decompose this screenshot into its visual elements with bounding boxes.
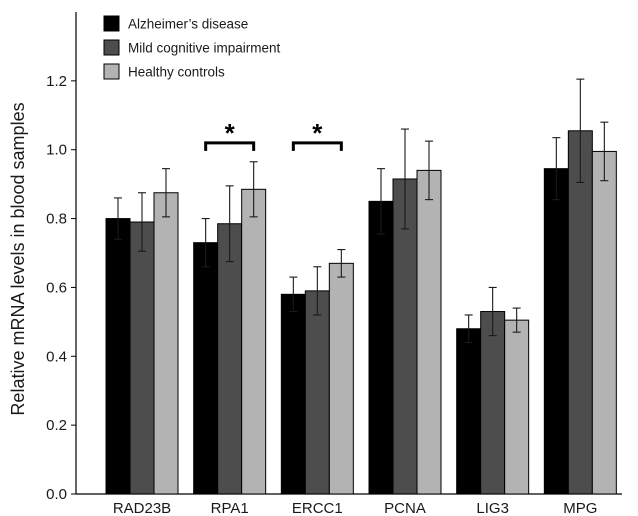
bar [217,223,243,495]
bar [193,242,219,495]
x-tick-label: PCNA [384,500,426,516]
bar [543,168,569,495]
x-tick-label: RAD23B [113,500,171,516]
bar [456,328,482,495]
legend-swatch [103,15,120,32]
bar [480,311,506,495]
bar [304,290,330,495]
bar [504,319,530,495]
bar [416,169,442,495]
bar [591,150,617,495]
x-tick-label: ERCC1 [292,500,343,516]
y-tick-label: 0.6 [46,279,67,296]
legend-swatch [103,39,120,56]
bar [392,178,418,495]
significance-bracket [204,141,256,151]
legend-label: Healthy controls [128,65,225,80]
significance-bracket [291,141,343,151]
bar [368,200,394,495]
bar [153,192,179,495]
significance-star: * [225,118,236,148]
legend-label: Alzheimer’s disease [128,17,248,32]
y-tick-label: 1.2 [46,73,67,90]
y-tick-label: 0.2 [46,417,67,434]
y-axis-label: Relative mRNA levels in blood samples [8,102,28,415]
bar [280,293,306,495]
significance-star: * [312,118,323,148]
y-tick-label: 0.8 [46,211,67,228]
x-tick-label: MPG [563,500,597,516]
y-tick-label: 0.0 [46,486,67,503]
bar [105,218,131,495]
legend-label: Mild cognitive impairment [128,41,281,56]
y-tick-label: 0.4 [46,348,67,365]
bar [567,130,593,495]
legend-swatch [103,63,120,80]
y-tick-label: 1.0 [46,142,67,159]
x-tick-label: LIG3 [476,500,509,516]
bar [129,221,155,495]
x-tick-label: RPA1 [211,500,249,516]
bar [241,188,267,495]
bar [328,262,354,495]
